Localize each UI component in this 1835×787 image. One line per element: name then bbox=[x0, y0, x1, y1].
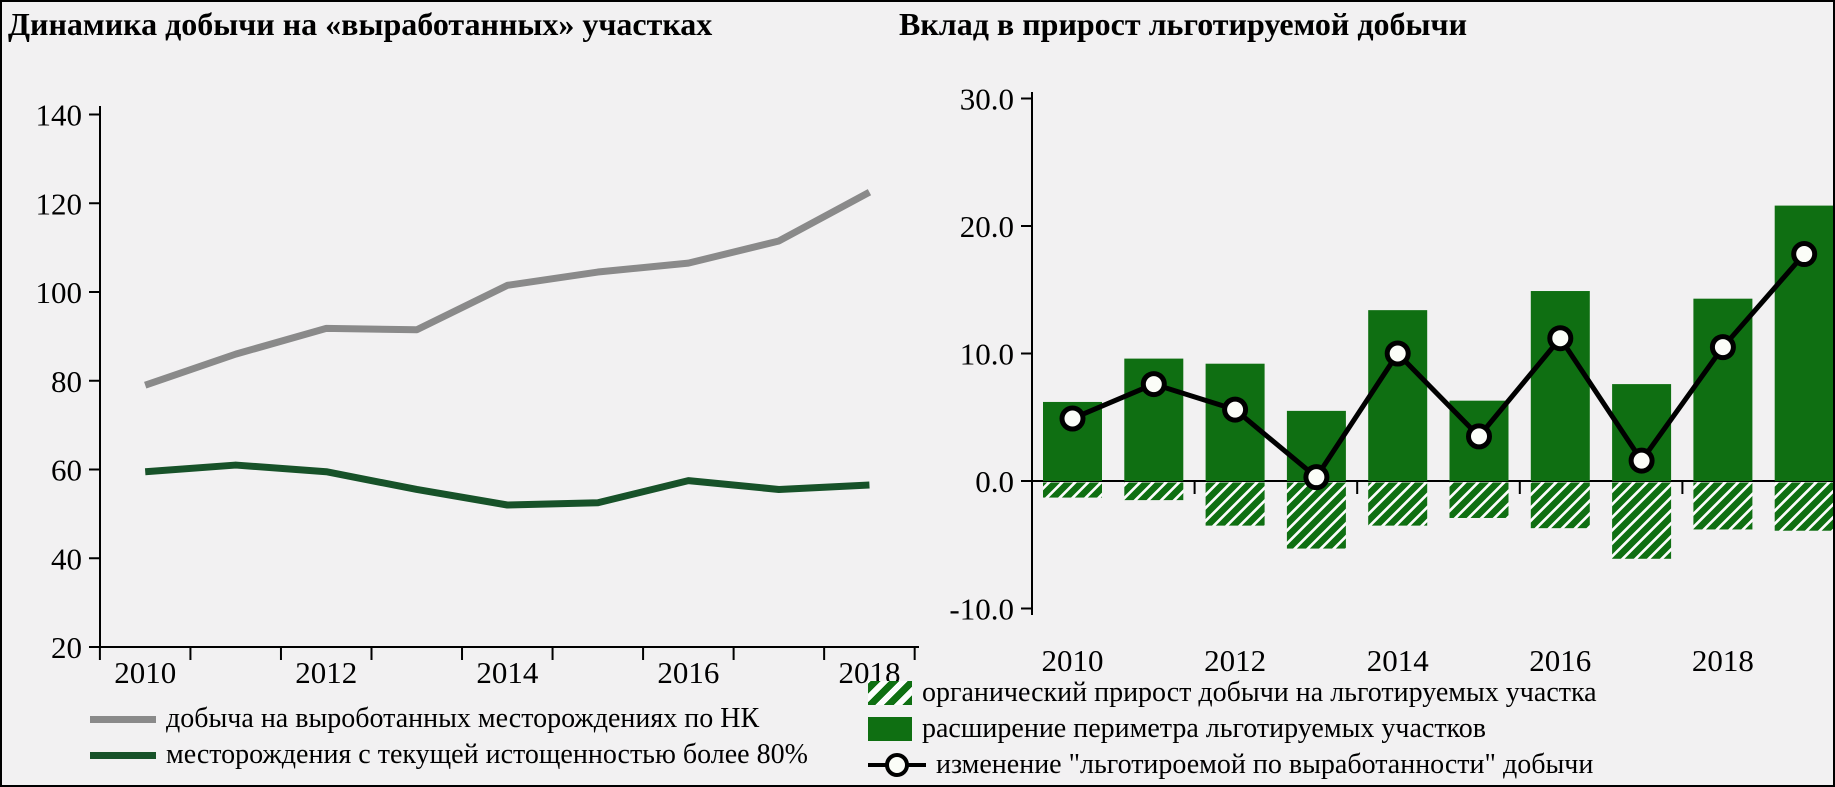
legend-item-gray-series: добыча на выроботанных месторождениях по… bbox=[90, 703, 808, 734]
left-chart-legend: добыча на выроботанных месторождениях по… bbox=[90, 703, 808, 776]
right-x-tick-label: 2010 bbox=[1042, 643, 1104, 678]
legend-item-change-line: изменение "льготироемой по выработанност… bbox=[868, 748, 1597, 780]
change-line-marker bbox=[1466, 423, 1492, 450]
hatched-bar bbox=[1774, 482, 1833, 531]
right-chart-title: Вклад в прирост льготируемой добычи bbox=[899, 6, 1467, 42]
hatched-bar bbox=[1693, 482, 1753, 530]
left-x-tick-label: 2016 bbox=[657, 655, 719, 690]
right-chart-bar-plot: 30.0 20.0 10.0 0.0 -10.0 2010 2012 2014 2016 2018 bbox=[949, 82, 1833, 678]
hatched-bar bbox=[1205, 482, 1265, 526]
change-line-marker bbox=[1628, 447, 1655, 474]
hatched-bar bbox=[1368, 482, 1428, 526]
left-y-tick-label: 60 bbox=[51, 453, 82, 488]
legend-label: органический прирост добычи на льготируе… bbox=[922, 676, 1597, 708]
green-line-swatch-icon bbox=[90, 751, 156, 759]
hatched-bar bbox=[1286, 482, 1346, 549]
right-y-tick-label: 0.0 bbox=[975, 464, 1014, 499]
right-y-tick-label: 10.0 bbox=[960, 337, 1014, 372]
marker-circle bbox=[885, 752, 909, 777]
hatched-bar bbox=[1530, 482, 1590, 529]
left-y-tick-label: 40 bbox=[51, 541, 82, 576]
change-line-marker bbox=[1791, 241, 1818, 268]
right-chart-legend: органический прирост добычи на льготируе… bbox=[868, 676, 1597, 785]
right-x-tick-label: 2012 bbox=[1204, 643, 1266, 678]
change-line-marker bbox=[1222, 396, 1249, 423]
legend-label: изменение "льготироемой по выработанност… bbox=[936, 748, 1594, 780]
change-line bbox=[1071, 252, 1807, 481]
solid-bar bbox=[1368, 310, 1428, 481]
solid-bar-swatch-icon bbox=[868, 716, 912, 741]
right-y-tick-label: 20.0 bbox=[960, 209, 1014, 244]
hatched-bar bbox=[1043, 482, 1102, 498]
left-x-tick-label: 2012 bbox=[295, 655, 357, 690]
right-x-tick-label: 2016 bbox=[1529, 643, 1591, 678]
left-x-tick-label: 2014 bbox=[476, 655, 539, 690]
solid-bar bbox=[1530, 291, 1590, 481]
right-y-tick-label: -10.0 bbox=[949, 592, 1014, 627]
left-y-tick-label: 100 bbox=[36, 275, 83, 310]
legend-label: расширение периметра льготируемых участк… bbox=[922, 712, 1486, 744]
legend-label: месторождения с текущей истощенностью бо… bbox=[166, 739, 808, 770]
legend-label: добыча на выроботанных месторождениях по… bbox=[166, 703, 760, 734]
change-line-marker bbox=[1059, 405, 1086, 432]
left-y-tick-label: 140 bbox=[36, 98, 83, 133]
change-line-marker bbox=[1140, 371, 1167, 398]
left-axes bbox=[89, 106, 919, 660]
change-line-marker bbox=[1303, 464, 1330, 491]
series-line bbox=[144, 461, 870, 509]
series-line bbox=[144, 189, 872, 389]
right-x-tick-label: 2014 bbox=[1367, 643, 1430, 678]
left-y-tick-label: 80 bbox=[51, 364, 82, 399]
left-chart-title: Динамика добычи на «выработанных» участк… bbox=[8, 6, 713, 42]
gray-line-swatch-icon bbox=[90, 715, 156, 723]
hatched-bar-swatch-icon bbox=[868, 680, 912, 705]
right-x-tick-label: 2018 bbox=[1692, 643, 1754, 678]
legend-item-green-series: месторождения с текущей истощенностью бо… bbox=[90, 739, 808, 770]
legend-item-organic-growth: органический прирост добычи на льготируе… bbox=[868, 676, 1597, 708]
left-y-tick-label: 20 bbox=[51, 630, 82, 665]
solid-bar bbox=[1693, 298, 1753, 481]
line-marker-swatch-icon bbox=[868, 752, 926, 777]
hatched-bar bbox=[1612, 482, 1672, 559]
left-y-tick-label: 120 bbox=[36, 186, 83, 221]
hatched-bar bbox=[1449, 482, 1509, 518]
change-line-marker bbox=[1384, 340, 1411, 367]
left-x-tick-label: 2010 bbox=[114, 655, 176, 690]
hatched-bar bbox=[1124, 482, 1184, 501]
right-y-tick-label: 30.0 bbox=[960, 82, 1014, 117]
legend-item-perimeter-expansion: расширение периметра льготируемых участк… bbox=[868, 712, 1597, 744]
change-line-marker bbox=[1547, 325, 1574, 352]
change-line-marker bbox=[1709, 334, 1736, 361]
